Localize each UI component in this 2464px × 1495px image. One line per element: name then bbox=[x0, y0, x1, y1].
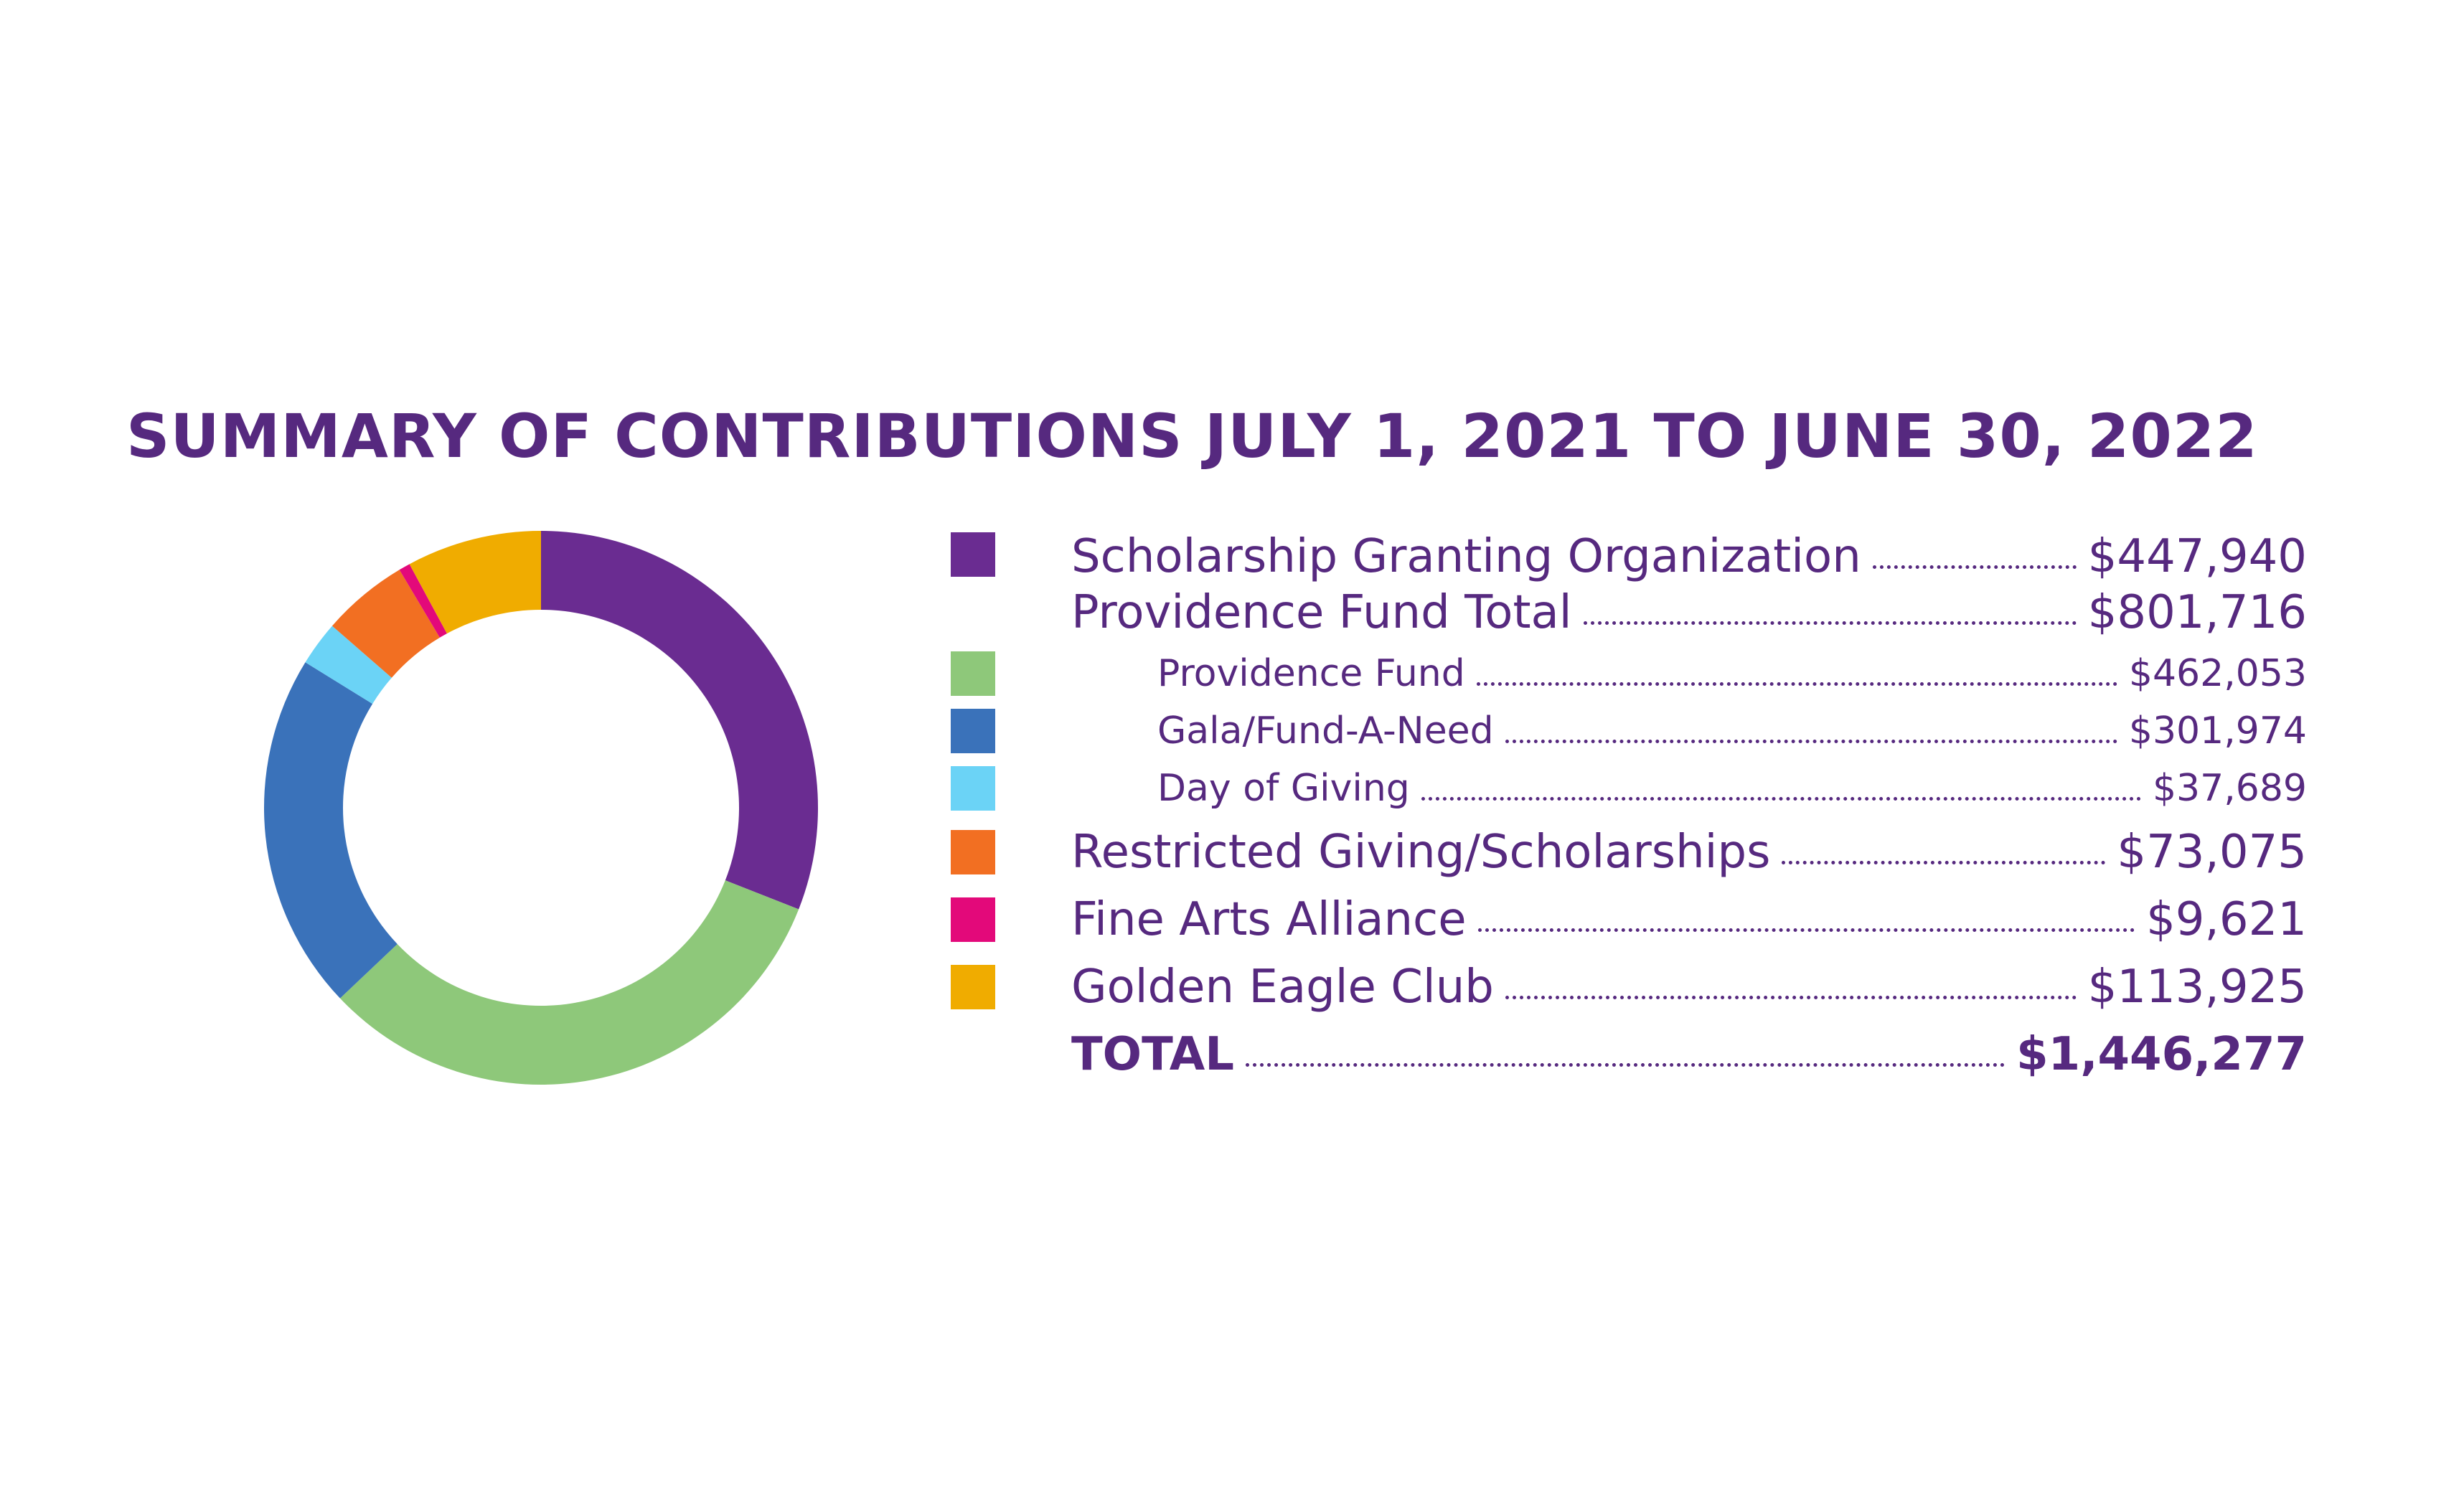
legend-value: $447,940 bbox=[2087, 530, 2307, 583]
leader-dots bbox=[1246, 1062, 2005, 1067]
legend-value: $301,974 bbox=[2128, 709, 2307, 753]
donut-slice-golden-eagle-club bbox=[409, 531, 541, 634]
legend-label: Day of Giving bbox=[1157, 767, 1410, 810]
donut-slice-gala-fund-a-need bbox=[264, 662, 398, 999]
leader-dots bbox=[1505, 739, 2117, 743]
legend-label: Providence Fund bbox=[1157, 652, 1465, 695]
legend-swatch-restricted-giving bbox=[951, 830, 995, 874]
total-value: $1,446,277 bbox=[2016, 1028, 2307, 1081]
legend-value: $9,621 bbox=[2146, 893, 2307, 946]
legend-label: Restricted Giving/Scholarships bbox=[1071, 826, 1771, 879]
legend-value: $801,716 bbox=[2087, 586, 2307, 639]
donut-slice-day-of-giving bbox=[305, 626, 392, 704]
legend-value: $37,689 bbox=[2152, 767, 2307, 810]
legend-row-gala: Gala/Fund-A-Need $301,974 bbox=[951, 709, 2307, 753]
leader-dots bbox=[1421, 796, 2141, 801]
legend-row-day-of-giving: Day of Giving $37,689 bbox=[951, 766, 2307, 811]
legend-value: $462,053 bbox=[2128, 652, 2307, 695]
legend-value: $73,075 bbox=[2117, 826, 2307, 879]
legend-swatch-gala bbox=[951, 709, 995, 753]
legend-label: Gala/Fund-A-Need bbox=[1157, 709, 1494, 753]
chart-title: SUMMARY OF CONTRIBUTIONS JULY 1, 2021 TO… bbox=[126, 401, 2258, 471]
donut-chart bbox=[264, 531, 818, 1085]
legend: Scholarship Granting Organization $447,9… bbox=[951, 530, 2307, 1090]
legend-swatch-scholarship bbox=[951, 532, 995, 577]
leader-dots bbox=[1476, 682, 2117, 686]
legend-label: Fine Arts Alliance bbox=[1071, 893, 1467, 946]
legend-label: Scholarship Granting Organization bbox=[1071, 530, 1861, 583]
legend-swatch-golden-eagle bbox=[951, 965, 995, 1009]
donut-slice-providence-fund bbox=[339, 880, 799, 1085]
legend-swatch-providence-fund bbox=[951, 651, 995, 696]
legend-swatch-day-of-giving bbox=[951, 766, 995, 811]
legend-row-golden-eagle: Golden Eagle Club $113,925 bbox=[951, 961, 2307, 1014]
legend-row-providence-fund: Providence Fund $462,053 bbox=[951, 651, 2307, 696]
legend-label: Providence Fund Total bbox=[1071, 586, 1572, 639]
legend-label: Golden Eagle Club bbox=[1071, 961, 1494, 1014]
leader-dots bbox=[1782, 860, 2106, 864]
leader-dots bbox=[1583, 621, 2077, 625]
legend-row-total: TOTAL $1,446,277 bbox=[951, 1028, 2307, 1081]
legend-swatch-fine-arts bbox=[951, 897, 995, 942]
legend-row-providence-total: Providence Fund Total $801,716 bbox=[951, 586, 2307, 639]
legend-row-restricted-giving: Restricted Giving/Scholarships $73,075 bbox=[951, 826, 2307, 879]
donut-slice-restricted-giving-scholarships bbox=[331, 570, 440, 678]
legend-row-fine-arts: Fine Arts Alliance $9,621 bbox=[951, 893, 2307, 946]
total-label: TOTAL bbox=[1071, 1028, 1235, 1081]
leader-dots bbox=[1872, 565, 2077, 569]
legend-row-scholarship: Scholarship Granting Organization $447,9… bbox=[951, 530, 2307, 583]
donut-slice-fine-arts-alliance bbox=[399, 564, 447, 638]
donut-slice-scholarship-granting-organization bbox=[541, 531, 818, 910]
leader-dots bbox=[1505, 995, 2077, 999]
leader-dots bbox=[1477, 928, 2135, 932]
legend-value: $113,925 bbox=[2087, 961, 2307, 1014]
